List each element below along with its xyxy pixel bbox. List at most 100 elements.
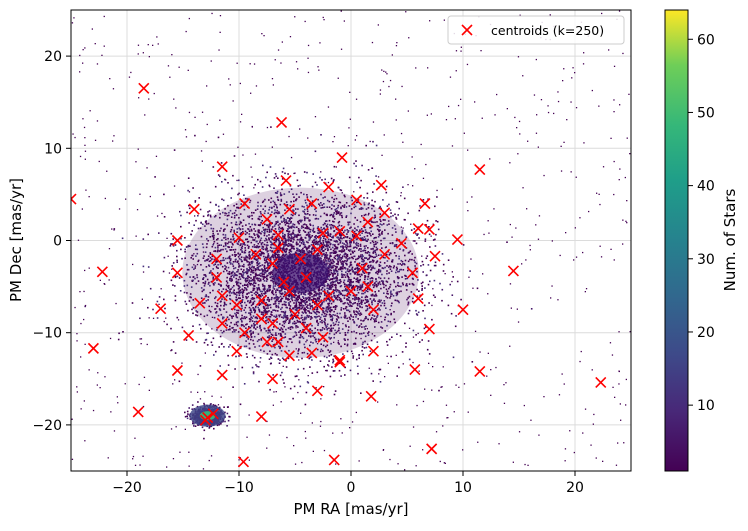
density-cell [245, 259, 247, 261]
density-cell [195, 220, 197, 222]
density-cell [356, 311, 358, 313]
density-cell [399, 263, 401, 265]
density-cell [374, 335, 376, 337]
density-cell [258, 381, 260, 383]
density-cell [268, 226, 270, 228]
density-cell [347, 276, 349, 278]
density-cell [287, 228, 289, 230]
density-cell [371, 200, 373, 202]
density-cell [342, 205, 344, 207]
density-cell [329, 206, 331, 208]
density-cell [237, 207, 239, 209]
density-cell [264, 276, 266, 278]
density-cell [321, 289, 323, 291]
density-cell [429, 234, 431, 236]
density-cell [335, 298, 337, 300]
density-cell [395, 217, 397, 219]
density-cell [195, 255, 197, 257]
density-cell [285, 333, 287, 335]
density-cell [366, 240, 368, 242]
density-cell [397, 282, 399, 284]
density-cell [336, 263, 338, 265]
density-cell [265, 330, 267, 332]
density-cell [275, 290, 277, 292]
density-cell [220, 301, 222, 303]
density-cell [338, 238, 340, 240]
density-cell [347, 361, 349, 363]
density-cell [225, 245, 227, 247]
density-cell [304, 244, 306, 246]
density-cell [309, 220, 311, 222]
density-cell [310, 335, 312, 337]
density-cell [375, 262, 377, 264]
density-cell [359, 187, 361, 189]
density-cell [344, 230, 346, 232]
density-cell [409, 359, 411, 361]
density-cell [224, 212, 226, 214]
density-cell [291, 245, 293, 247]
density-cell [350, 262, 352, 264]
density-cell [186, 246, 188, 248]
density-cell [170, 245, 172, 247]
density-cell [376, 145, 378, 147]
density-cell [226, 225, 228, 227]
density-cell [195, 314, 197, 316]
density-cell [352, 281, 354, 283]
density-cell [242, 367, 244, 369]
density-cell [309, 304, 311, 306]
density-cell [273, 316, 275, 318]
density-cell [390, 321, 392, 323]
density-cell [324, 323, 326, 325]
density-cell [309, 312, 311, 314]
density-cell [387, 344, 389, 346]
density-cell [257, 208, 259, 210]
density-cell [247, 293, 249, 295]
density-cell [298, 196, 300, 198]
density-cell [328, 360, 330, 362]
density-cell [353, 247, 355, 249]
density-cell [341, 317, 343, 319]
density-cell [233, 238, 235, 240]
density-cell [352, 252, 354, 254]
density-cell [305, 297, 307, 299]
density-cell [233, 268, 235, 270]
density-cell [301, 225, 303, 227]
density-cell [323, 259, 325, 261]
density-cell [311, 325, 313, 327]
density-cell [196, 341, 198, 343]
density-cell [364, 347, 366, 349]
density-cell [175, 300, 177, 302]
density-cell [286, 221, 288, 223]
density-cell [175, 244, 177, 246]
density-cell [163, 271, 165, 273]
density-cell [223, 223, 225, 225]
density-cell [304, 220, 306, 222]
density-cell [230, 239, 232, 241]
density-cell [322, 307, 324, 309]
density-cell [435, 220, 437, 222]
density-cell [257, 230, 259, 232]
density-cell [278, 257, 280, 259]
density-cell [333, 269, 335, 271]
density-cell [333, 311, 335, 313]
density-cell [374, 222, 376, 224]
density-cell [327, 345, 329, 347]
density-cell [188, 177, 190, 179]
density-cell [319, 290, 321, 292]
density-cell [234, 215, 236, 217]
density-cell [258, 267, 260, 269]
density-cell [295, 309, 297, 311]
density-cell [362, 237, 364, 239]
density-cell [367, 283, 369, 285]
density-cell [275, 216, 277, 218]
density-cell [213, 236, 215, 238]
density-cell [333, 306, 335, 308]
density-cell [228, 319, 230, 321]
density-cell [360, 251, 362, 253]
density-cell [380, 284, 382, 286]
density-cell [351, 287, 353, 289]
density-cell [246, 232, 248, 234]
density-cell [322, 327, 324, 329]
density-cell [357, 305, 359, 307]
density-cell [250, 312, 252, 314]
